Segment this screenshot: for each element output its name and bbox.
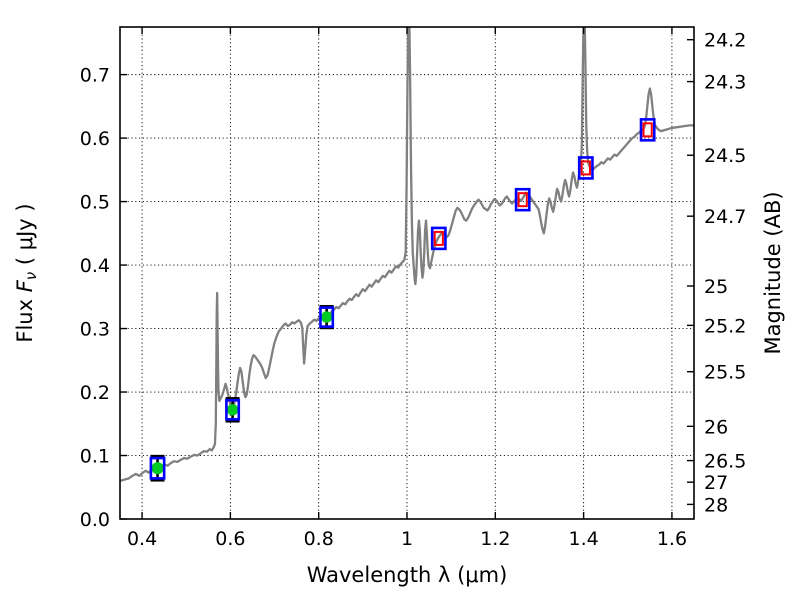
spectrum-path-0 [120, 27, 694, 483]
model-flux-marker [517, 192, 528, 208]
observed-flux-marker [151, 462, 164, 475]
model-flux-marker [580, 160, 591, 176]
y-tick-label-5: 0.5 [80, 192, 110, 214]
y-axis-left-title-group: Flux Fν ( μJy ) [13, 203, 40, 342]
y-tick-label-1: 0.1 [80, 446, 110, 468]
photometry-band-box [149, 456, 166, 480]
y2-tick-label-5: 25.2 [704, 315, 746, 337]
y-tick-label-7: 0.7 [80, 65, 110, 87]
y-title-prefix: Flux [13, 292, 37, 342]
y-title-subscript: ν [22, 272, 40, 280]
y2-tick-label-6: 25.5 [704, 362, 746, 384]
y2-tick-label-10: 28 [704, 494, 728, 516]
x-tick-label-0: 0.4 [127, 528, 157, 550]
y-title-symbol: F [13, 279, 37, 292]
tick-marks [120, 27, 694, 520]
x-tick-label-6: 1.6 [657, 528, 687, 550]
x-tick-label-4: 1.2 [480, 528, 510, 550]
y-axis-left-title: Flux Fν ( μJy ) [13, 203, 40, 342]
y-title-suffix: ( μJy ) [13, 203, 37, 271]
y2-tick-label-2: 24.5 [704, 145, 746, 167]
observed-flux-marker [320, 311, 333, 323]
photometry-point [319, 305, 335, 330]
y2-tick-label-7: 26 [704, 416, 728, 438]
x-tick-label-3: 1 [401, 528, 413, 550]
y-tick-label-4: 0.4 [80, 255, 110, 277]
y2-tick-label-4: 25 [704, 276, 728, 298]
x-tick-label-2: 0.8 [304, 528, 334, 550]
photometry-band-box [430, 226, 447, 251]
photometry-band-box [514, 187, 531, 212]
y2-tick-label-1: 24.3 [704, 72, 746, 94]
y2-tick-label-8: 26.5 [704, 451, 746, 473]
x-axis-title: Wavelength λ (μm) [307, 563, 508, 587]
y2-tick-label-0: 24.2 [704, 30, 746, 52]
y-axis-left-tick-labels: 0.0 0.1 0.2 0.3 0.4 0.5 0.6 0.7 [80, 65, 110, 531]
photometry-points [149, 118, 656, 482]
model-flux-marker [433, 230, 444, 246]
photometry-point [514, 187, 531, 212]
observed-flux-marker [226, 404, 239, 416]
photometry-point [639, 118, 656, 142]
photometry-point [225, 397, 241, 423]
model-spectrum-curve [120, 27, 694, 483]
photometry-band-box [225, 398, 241, 421]
x-axis-tick-labels: 0.4 0.6 0.8 1 1.2 1.4 1.6 [127, 528, 687, 550]
y-tick-label-2: 0.2 [80, 382, 110, 404]
photometry-point [577, 156, 594, 180]
model-flux-marker [642, 122, 653, 138]
x-tick-label-1: 0.6 [215, 528, 245, 550]
x-tick-label-5: 1.4 [569, 528, 599, 550]
photometry-point [430, 226, 447, 251]
y2-tick-label-9: 27 [704, 472, 728, 494]
y-axis-right-title: Magnitude (AB) [761, 191, 785, 354]
y-tick-label-3: 0.3 [80, 319, 110, 341]
y-tick-label-6: 0.6 [80, 128, 110, 150]
photometry-band-box [577, 156, 594, 180]
photometry-point [149, 454, 166, 482]
photometry-band-box [639, 118, 656, 142]
y-tick-label-0: 0.0 [80, 509, 110, 531]
y2-tick-label-3: 24.7 [704, 206, 746, 228]
photometry-band-box [319, 306, 335, 328]
